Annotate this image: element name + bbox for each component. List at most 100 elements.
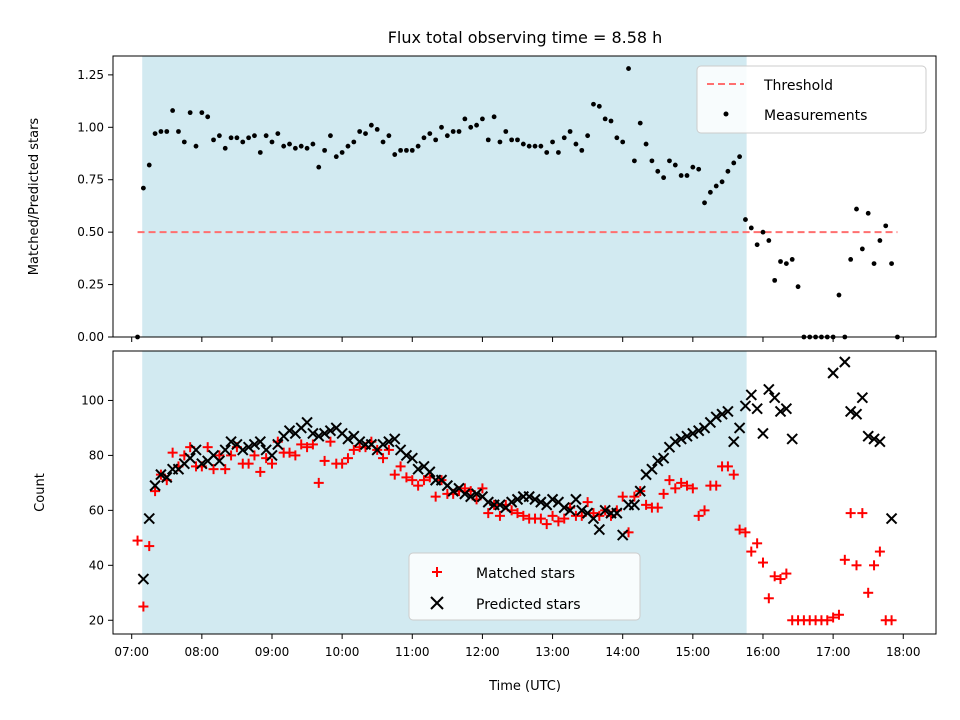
bottom-y-tick-label: 40 xyxy=(89,558,104,572)
matched-star-point xyxy=(249,450,260,461)
measurement-points xyxy=(135,66,900,340)
predicted-star-point xyxy=(137,573,150,585)
measurement-point xyxy=(328,133,333,139)
measurement-point xyxy=(532,143,538,149)
measurement-point xyxy=(228,135,234,141)
predicted-star-point xyxy=(412,463,424,475)
predicted-star-point xyxy=(874,435,886,448)
measurement-point xyxy=(152,131,158,136)
matched-star-point xyxy=(670,483,681,494)
measurement-point xyxy=(491,114,497,120)
predicted-star-point xyxy=(237,444,249,456)
matched-star-point xyxy=(822,615,833,626)
matched-star-point xyxy=(746,546,757,557)
measurement-point xyxy=(877,238,883,243)
predicted-star-point xyxy=(739,400,752,412)
matched-star-point xyxy=(214,450,225,461)
matched-star-point xyxy=(226,450,237,461)
measurement-point xyxy=(509,137,515,143)
matched-star-point xyxy=(559,513,570,524)
predicted-star-point xyxy=(862,430,874,442)
matched-star-point xyxy=(395,461,406,472)
measurement-point xyxy=(404,147,409,153)
measurement-point xyxy=(596,103,602,109)
matched-star-point xyxy=(886,615,897,626)
matched-star-point xyxy=(828,612,839,623)
measurement-point xyxy=(462,116,468,122)
measurement-point xyxy=(696,166,702,172)
predicted-star-point xyxy=(856,392,869,404)
predicted-star-point xyxy=(283,424,296,437)
predicted-star-point xyxy=(511,493,524,506)
measurement-point xyxy=(503,129,509,134)
matched-star-point xyxy=(208,464,219,475)
measurement-point xyxy=(579,147,585,153)
measurement-point xyxy=(187,110,193,116)
matched-star-point xyxy=(518,510,529,521)
x-tick-label: 08:00 xyxy=(185,645,220,659)
measurement-point xyxy=(415,143,421,149)
predicted-star-point xyxy=(646,463,658,475)
predicted-star-point xyxy=(459,488,471,500)
measurement-point xyxy=(871,261,877,267)
predicted-star-point xyxy=(494,499,506,511)
matched-star-point xyxy=(313,477,324,488)
matched-star-point xyxy=(413,480,424,491)
measurement-point xyxy=(713,183,719,189)
predicted-star-point xyxy=(219,444,231,456)
predicted-star-point xyxy=(687,427,699,440)
predicted-star-point xyxy=(535,496,547,508)
measurement-point xyxy=(164,129,170,134)
measurement-point xyxy=(626,66,631,71)
measurement-point xyxy=(789,257,795,262)
predicted-star-point xyxy=(745,389,757,401)
predicted-star-point xyxy=(529,493,541,506)
measurement-point xyxy=(608,118,614,124)
measurement-point xyxy=(193,143,199,149)
measurement-point xyxy=(439,124,444,130)
matched-star-point xyxy=(652,502,663,513)
predicted-star-point xyxy=(722,405,734,418)
predicted-star-point xyxy=(190,444,202,456)
predicted-star-point xyxy=(424,466,436,478)
matched-star-point xyxy=(290,450,301,461)
matched-star-point xyxy=(681,480,692,491)
measurement-point xyxy=(386,133,392,139)
measurement-point xyxy=(351,139,357,145)
matched-star-point xyxy=(284,447,295,458)
measurement-point xyxy=(468,124,474,130)
predicted-star-point xyxy=(675,433,687,445)
measurements-legend-swatch xyxy=(723,111,729,117)
predicted-star-point xyxy=(692,424,705,437)
matched-star-point xyxy=(641,499,652,510)
matched-star-point xyxy=(687,483,698,494)
measurement-point xyxy=(205,114,211,120)
measurement-point xyxy=(602,116,608,122)
measurement-point xyxy=(292,145,298,151)
matched-star-point xyxy=(150,486,161,497)
counts-panel: 07:00 08:00 09:00 10:00 11:00 12:00 13:00 14:00… xyxy=(33,350,937,694)
top-plot-frame xyxy=(112,55,937,338)
x-tick-label: 14:00 xyxy=(605,645,640,659)
bottom-legend-box xyxy=(408,552,641,621)
matched-star-point xyxy=(477,483,488,494)
predicted-star-point xyxy=(728,435,740,448)
measurement-point xyxy=(737,154,743,160)
measurement-point xyxy=(678,173,684,178)
measurement-point xyxy=(176,129,181,134)
measurement-point xyxy=(281,143,287,149)
observing-window-band xyxy=(142,56,747,337)
measurement-point xyxy=(573,141,579,147)
predicted-star-point xyxy=(733,422,746,434)
measurement-point xyxy=(778,259,783,264)
x-tick-label: 16:00 xyxy=(746,645,781,659)
bottom-y-tick-label: 60 xyxy=(89,503,104,517)
predicted-star-point xyxy=(868,433,880,445)
ratio-panel: 0.00 0.25 0.50 0.75 1.00 1.25 Matched/Predict… xyxy=(27,55,937,344)
predicted-star-point xyxy=(657,452,670,464)
measurement-point xyxy=(684,173,690,178)
measurement-point xyxy=(374,126,380,132)
predicted-star-point xyxy=(324,424,337,437)
measurement-point xyxy=(275,131,281,136)
predicted-star-point xyxy=(301,416,313,429)
